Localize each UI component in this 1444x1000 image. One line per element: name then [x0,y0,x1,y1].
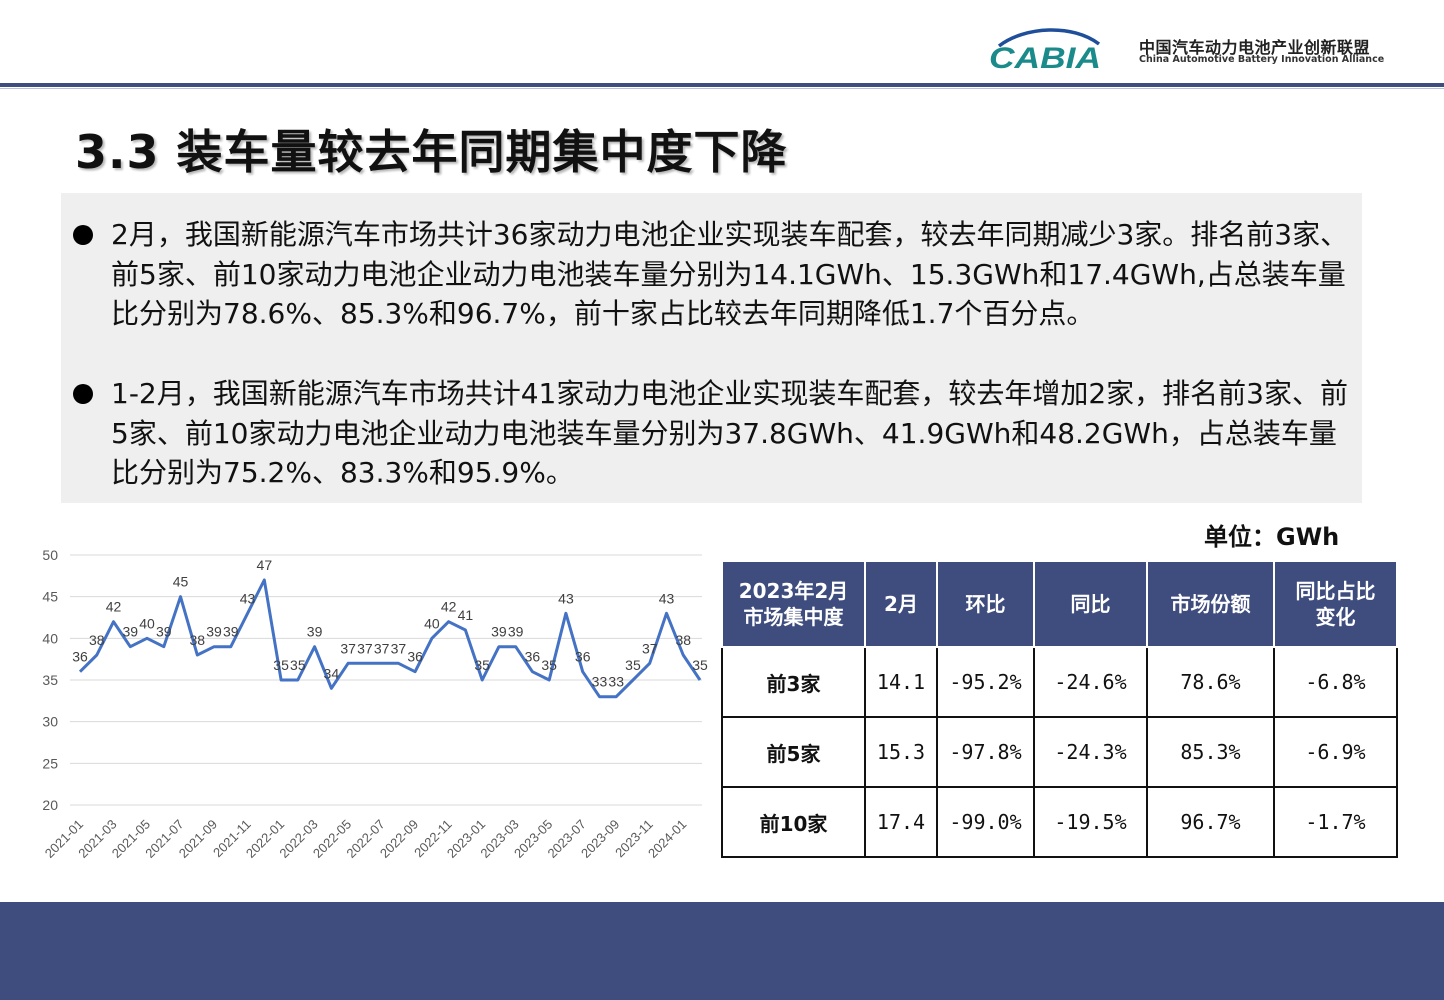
data-label: 45 [173,574,189,590]
data-label: 37 [642,640,658,656]
chart-gridlines [70,554,702,806]
table-header-cell: 环比 [936,560,1035,648]
y-tick-label: 50 [42,547,58,563]
row-label: 前10家 [721,786,866,858]
data-label: 35 [692,657,708,673]
table-row: 前10家 17.4 -99.0% -19.5% 96.7% -1.7% [721,786,1398,858]
table-header-cell: 同比 [1033,560,1148,648]
data-label: 39 [307,624,323,640]
table-header-row: 2023年2月 市场集中度 2月 环比 同比 市场份额 同比占比 变化 [721,560,1398,648]
summary-paragraph-feb: 2月，我国新能源汽车市场共计36家动力电池企业实现装车配套，较去年同期减少3家。… [111,218,1349,330]
series-line [78,578,702,699]
data-label: 39 [491,624,507,640]
data-label: 39 [156,624,172,640]
summary-box: 2月，我国新能源汽车市场共计36家动力电池企业实现装车配套，较去年同期减少3家。… [61,193,1362,503]
data-label: 38 [675,632,691,648]
data-label: 34 [324,665,340,681]
data-label: 33 [608,674,624,690]
table-cell: -6.9% [1273,716,1398,788]
chart-y-axis: 20 25 30 35 40 45 50 [42,547,58,813]
concentration-line-chart: 20 25 30 35 40 45 50 2021-012021-032021-052021… [42,547,708,861]
table-row: 前5家 15.3 -97.8% -24.3% 85.3% -6.9% [721,716,1398,788]
chart-series [78,578,702,699]
page-title: 3.3 装车量较去年同期集中度下降 [75,125,788,179]
table-cell: -24.6% [1033,646,1148,718]
data-label: 35 [290,657,306,673]
table-header-cell: 同比占比 变化 [1273,560,1398,648]
table-cell: 85.3% [1146,716,1275,788]
cabia-logo: CABIA 中国汽车动力电池产业创新联盟 China Automotive Ba… [985,22,1385,72]
bullet-dot-2 [73,384,93,404]
data-label: 39 [122,624,138,640]
data-label: 40 [139,615,155,631]
data-label: 43 [659,590,675,606]
data-label: 37 [357,640,373,656]
data-label: 40 [424,615,440,631]
y-tick-label: 40 [42,630,58,646]
org-name-cn: 中国汽车动力电池产业创新联盟 [1139,38,1371,57]
data-label: 35 [273,657,289,673]
data-label: 37 [391,640,407,656]
y-tick-label: 25 [42,755,58,771]
concentration-table: 2023年2月 市场集中度 2月 环比 同比 市场份额 同比占比 变化 前3家 14… [721,560,1398,858]
table-header-cell: 市场份额 [1146,560,1275,648]
y-tick-label: 45 [42,589,58,605]
y-tick-label: 30 [42,714,58,730]
data-label: 35 [625,657,641,673]
table-header-cell: 2月 [864,560,938,648]
data-label: 37 [340,640,356,656]
data-label: 33 [592,674,608,690]
data-label: 41 [458,607,474,623]
unit-label: 单位：GWh [1204,523,1340,551]
data-label: 37 [374,640,390,656]
data-label: 39 [223,624,239,640]
table-header-cell: 2023年2月 市场集中度 [721,560,866,648]
chart-x-axis: 2021-012021-032021-052021-072021-092021-… [42,817,690,861]
header-rule [0,83,1444,87]
summary-paragraph-jan-feb: 1-2月，我国新能源汽车市场共计41家动力电池企业实现装车配套，较去年增加2家，… [111,377,1348,489]
row-label: 前5家 [721,716,866,788]
table-cell: 78.6% [1146,646,1275,718]
table-cell: -6.8% [1273,646,1398,718]
table-cell: 17.4 [864,786,938,858]
table-cell: -97.8% [936,716,1035,788]
y-tick-label: 35 [42,672,58,688]
table-row: 前3家 14.1 -95.2% -24.6% 78.6% -6.8% [721,646,1398,718]
table-cell: -99.0% [936,786,1035,858]
table-cell: -1.7% [1273,786,1398,858]
y-tick-label: 20 [42,797,58,813]
table-cell: 15.3 [864,716,938,788]
table-cell: 14.1 [864,646,938,718]
data-label: 42 [106,599,122,615]
data-label: 36 [407,649,423,665]
data-label: 36 [525,649,541,665]
header-rule-thin [0,88,1444,89]
row-label: 前3家 [721,646,866,718]
data-label: 39 [206,624,222,640]
table-cell: -95.2% [936,646,1035,718]
logo-wordmark: CABIA [989,42,1101,72]
data-label: 43 [240,590,256,606]
data-label: 42 [441,599,457,615]
data-label: 39 [508,624,524,640]
footer-band [0,902,1444,1000]
org-name-en: China Automotive Battery Innovation Alli… [1139,54,1385,65]
data-label: 43 [558,590,574,606]
data-label: 36 [575,649,591,665]
car-roof-logo-icon: CABIA [989,28,1101,72]
data-label: 36 [72,649,88,665]
table-cell: 96.7% [1146,786,1275,858]
bullet-dot-1 [73,225,93,245]
data-label: 47 [257,557,273,573]
table-cell: -24.3% [1033,716,1148,788]
data-label: 38 [190,632,206,648]
data-label: 38 [89,632,105,648]
table-cell: -19.5% [1033,786,1148,858]
data-label: 35 [541,657,557,673]
data-label: 35 [474,657,490,673]
